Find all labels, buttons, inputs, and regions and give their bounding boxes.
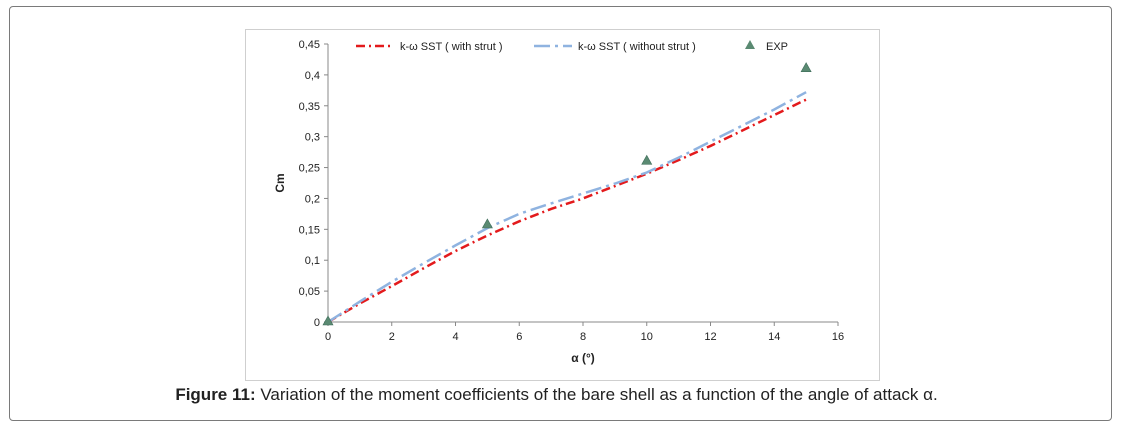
exp-marker [641, 154, 653, 165]
exp-marker [800, 62, 812, 73]
x-tick-label: 10 [641, 331, 653, 343]
legend-label-2: k-ω SST ( without strut ) [578, 41, 696, 53]
caption-label: Figure 11: [175, 385, 256, 404]
y-tick-label: 0,1 [305, 255, 320, 267]
y-tick-label: 0 [314, 317, 320, 329]
legend-label-exp: EXP [766, 41, 788, 53]
y-tick-label: 0,15 [299, 224, 320, 236]
series-line-1 [327, 98, 807, 324]
chart-area: 0 0,05 0,1 0,15 0,2 0,25 0,3 0,35 0,4 0,45 0 2 4 6 8 10… [245, 29, 880, 381]
x-axis-title: α (°) [571, 351, 595, 365]
exp-marker [481, 218, 493, 229]
caption-text: Variation of the moment coefficients of … [255, 385, 938, 404]
y-tick-label: 0,3 [305, 132, 320, 144]
y-tick-label: 0,2 [305, 193, 320, 205]
y-tick-label: 0,05 [299, 286, 320, 298]
figure-caption: Figure 11: Variation of the moment coeff… [0, 385, 1113, 405]
legend-label-1: k-ω SST ( with strut ) [400, 41, 503, 53]
legend-marker-exp [745, 40, 755, 49]
x-tick-label: 12 [704, 331, 716, 343]
x-tick-label: 2 [389, 331, 395, 343]
x-tick-label: 14 [768, 331, 780, 343]
y-tick-label: 0,45 [299, 39, 320, 51]
x-tick-label: 6 [516, 331, 522, 343]
cm-vs-alpha-chart: 0 0,05 0,1 0,15 0,2 0,25 0,3 0,35 0,4 0,45 0 2 4 6 8 10… [273, 39, 844, 365]
x-tick-label: 8 [580, 331, 586, 343]
x-tick-label: 4 [452, 331, 458, 343]
series-line-2 [327, 91, 807, 324]
y-tick-label: 0,4 [305, 70, 320, 82]
y-tick-label: 0,35 [299, 101, 320, 113]
exp-marker [322, 315, 334, 326]
y-tick-label: 0,25 [299, 163, 320, 175]
x-tick-label: 16 [832, 331, 844, 343]
y-axis-title: Cm [273, 173, 287, 192]
x-tick-label: 0 [325, 331, 331, 343]
